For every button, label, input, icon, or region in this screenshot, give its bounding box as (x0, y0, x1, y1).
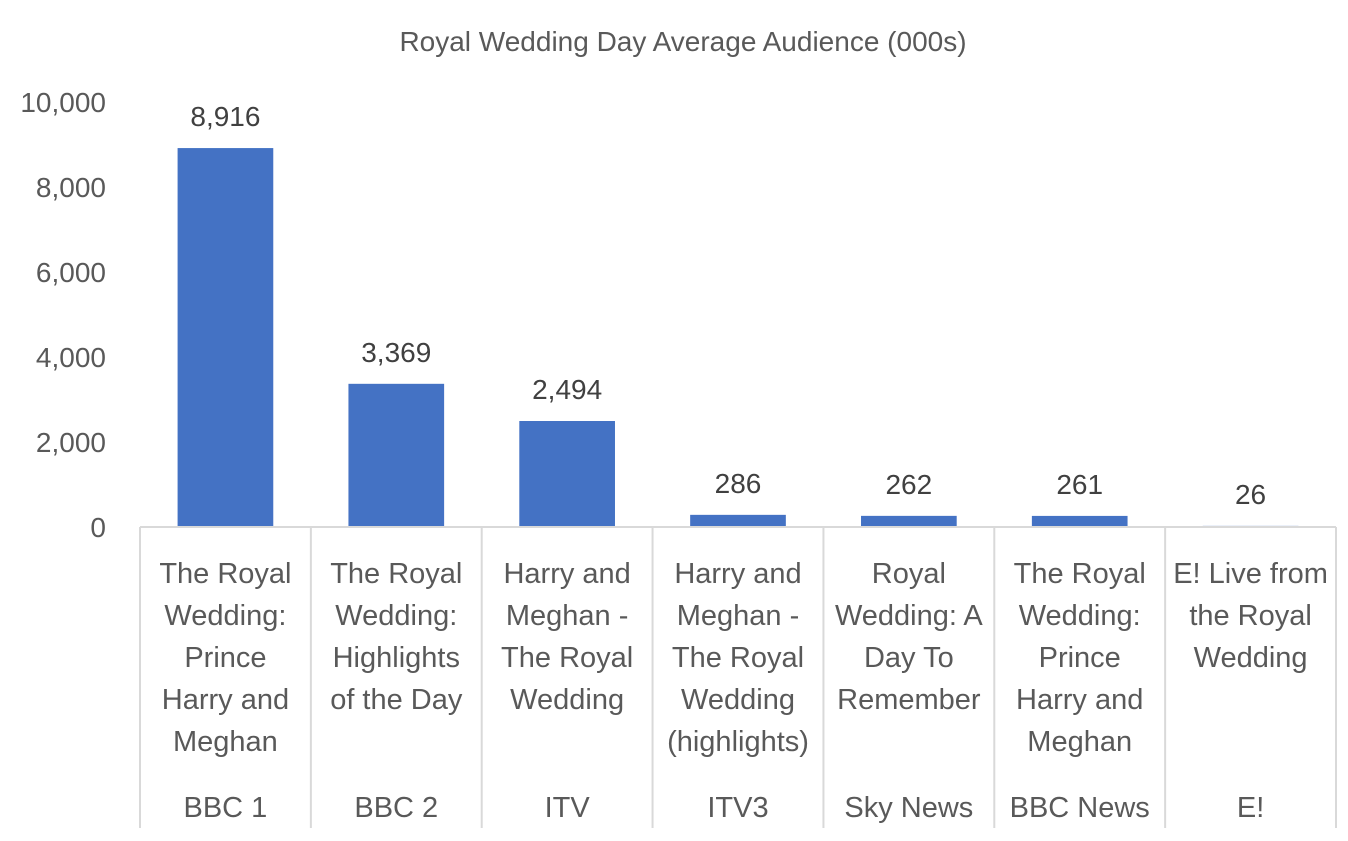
data-labels: 8,916 3,369 2,494 286 262 261 26 (190, 101, 1266, 510)
channel-label: ITV (545, 792, 591, 824)
category-label-line: Remember (837, 684, 981, 716)
bar (348, 383, 445, 527)
data-label: 3,369 (361, 337, 431, 368)
category-label: Harry and Meghan - The Royal Wedding (highli… (667, 558, 809, 758)
channel-label: Sky News (844, 792, 973, 824)
category-label-line: Highlights (333, 642, 460, 674)
category-label-line: Prince (184, 642, 266, 674)
bar (690, 514, 786, 527)
category-label-line: Wedding (510, 684, 624, 716)
category-label-line: The Royal (501, 642, 633, 674)
bar (177, 148, 274, 527)
bars (177, 148, 1299, 527)
data-label: 262 (885, 469, 932, 500)
category-label-line: Royal (872, 558, 946, 590)
category-label-line: Wedding (681, 684, 795, 716)
category-label-line: Harry and (503, 558, 630, 590)
channel-label: BBC 2 (354, 792, 438, 824)
data-label: 26 (1235, 479, 1266, 510)
y-tick-label: 4,000 (36, 342, 106, 373)
category-label-line: Meghan - (506, 600, 629, 632)
category-label: The Royal Wedding: Prince Harry and Meghan (1014, 558, 1146, 758)
category-label-line: Wedding: (335, 600, 457, 632)
y-tick-label: 2,000 (36, 427, 106, 458)
category-label-line: Meghan (1027, 726, 1132, 758)
category-label-line: the Royal (1189, 600, 1312, 632)
category-label-line: The Royal (330, 558, 462, 590)
y-tick-label: 8,000 (36, 172, 106, 203)
bar (519, 421, 615, 527)
category-label-line: The Royal (159, 558, 291, 590)
y-tick-label: 10,000 (20, 87, 106, 118)
category-label-line: Meghan - (677, 600, 800, 632)
channel-label: ITV3 (707, 792, 768, 824)
data-label: 8,916 (190, 101, 260, 132)
category-label-line: (highlights) (667, 726, 809, 758)
category-label-line: Harry and (674, 558, 801, 590)
channel-label: BBC News (1010, 792, 1150, 824)
data-label: 286 (715, 468, 762, 499)
bar (1031, 515, 1128, 527)
category-label-line: Wedding (1194, 642, 1308, 674)
x-axis: The Royal Wedding: Prince Harry and Meghan BB… (139, 526, 1337, 828)
category-label: The Royal Wedding: Prince Harry and Meghan (159, 558, 291, 758)
category-label-line: Prince (1039, 642, 1121, 674)
category-label-line: Wedding: (1019, 600, 1141, 632)
data-label: 2,494 (532, 374, 602, 405)
channel-label: BBC 1 (184, 792, 268, 824)
category-label: E! Live from the Royal Wedding (1173, 558, 1328, 674)
channel-label: E! (1237, 792, 1264, 824)
bar (861, 515, 957, 527)
y-axis: 0 2,000 4,000 6,000 8,000 10,000 (20, 87, 106, 543)
category-label: Royal Wedding: A Day To Remember (835, 558, 983, 716)
category-label-line: Harry and (1016, 684, 1143, 716)
category-label-line: of the Day (330, 684, 463, 716)
category-label-line: Meghan (173, 726, 278, 758)
category-label-line: E! Live from (1173, 558, 1328, 590)
y-tick-label: 6,000 (36, 257, 106, 288)
y-tick-label: 0 (90, 512, 106, 543)
data-label: 261 (1056, 469, 1103, 500)
category-label-line: Day To (864, 642, 954, 674)
category-label-line: Wedding: A (835, 600, 983, 632)
category-label-line: The Royal (1014, 558, 1146, 590)
category-label: Harry and Meghan - The Royal Wedding (501, 558, 633, 716)
chart-title: Royal Wedding Day Average Audience (000s… (399, 26, 966, 57)
category-label-line: Wedding: (164, 600, 286, 632)
category-label-line: Harry and (162, 684, 289, 716)
category-label-line: The Royal (672, 642, 804, 674)
category-label: The Royal Wedding: Highlights of the Day (330, 558, 463, 716)
